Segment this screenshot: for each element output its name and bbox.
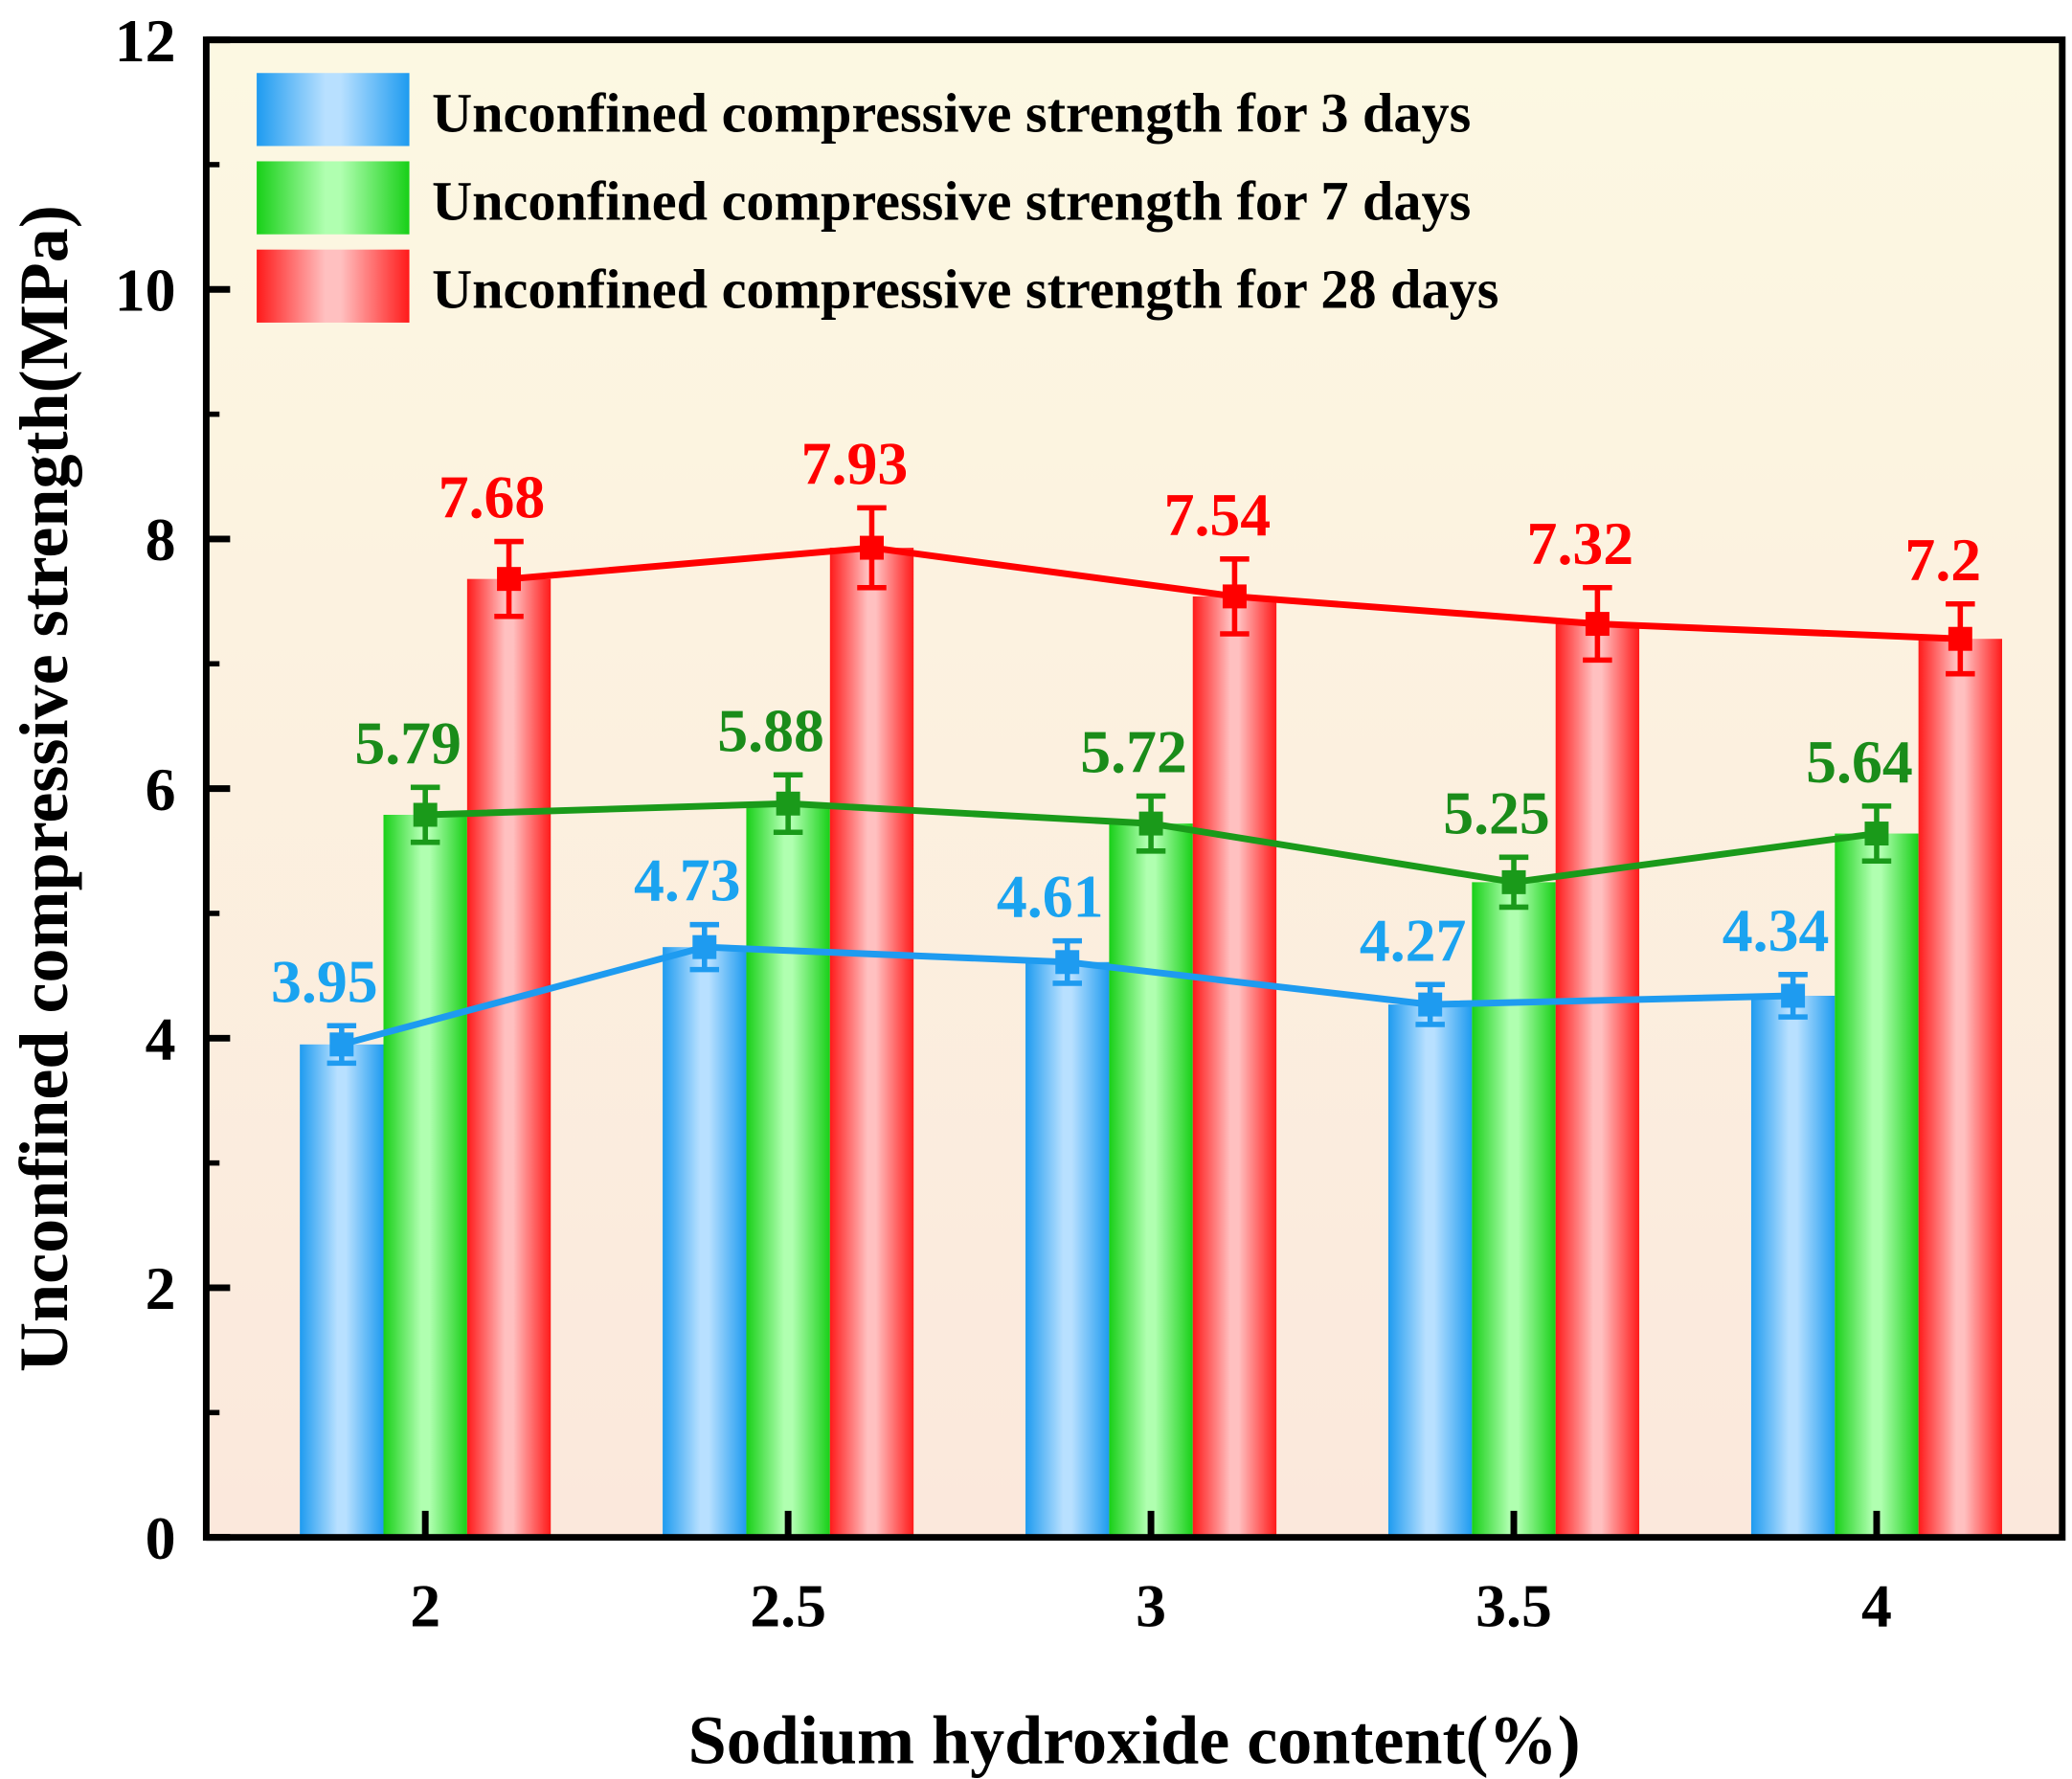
y-tick-label: 4 [146,1004,176,1072]
data-label: 4.27 [1360,906,1467,974]
bar-1-0 [383,814,467,1538]
data-point [1948,626,1972,651]
data-label: 5.25 [1443,778,1550,846]
data-label: 5.72 [1080,717,1187,785]
data-point [1055,950,1080,975]
bar-2-4 [1918,639,2003,1538]
data-label: 4.73 [634,846,741,914]
legend-label-0: Unconfined compressive strength for 3 da… [432,81,1471,144]
data-point [497,567,522,592]
x-tick-label: 3 [1136,1572,1166,1640]
axes: 0 2 4 6 8 10 12 2 2.5 3 3.5 4 [115,7,1892,1640]
bar-2-2 [1192,596,1277,1538]
legend: Unconfined compressive strength for 3 da… [257,73,1498,323]
y-tick-label: 12 [115,7,176,75]
y-tick-label: 10 [115,256,176,324]
bar-0-2 [1025,961,1110,1538]
bar-1-3 [1472,882,1556,1538]
bar-2-1 [829,548,914,1538]
y-axis-title: Unconfined compressive strength(MPa) [6,205,82,1372]
data-point [1501,869,1526,894]
data-point [776,791,800,816]
x-tick-label: 2 [410,1572,440,1640]
data-labels: 3.95 4.73 4.61 4.27 4.34 5.79 5.88 5.72 5.25 5.64… [271,429,1981,1015]
legend-label-2: Unconfined compressive strength for 28 d… [432,259,1498,321]
data-point [860,535,884,560]
legend-swatch-0 [257,73,410,146]
y-tick-label: 0 [146,1504,176,1572]
bars [300,548,2003,1538]
data-label: 5.64 [1806,728,1913,796]
bar-1-1 [746,803,830,1538]
data-label: 5.88 [717,696,824,764]
legend-swatch-2 [257,249,410,323]
series-lines [327,505,1975,1067]
data-point [1222,584,1247,609]
data-label: 7.2 [1904,526,1981,594]
data-point [1585,612,1610,637]
data-point [413,802,438,827]
legend-swatch-1 [257,161,410,235]
data-label: 7.54 [1164,481,1272,549]
data-label: 4.61 [997,863,1104,931]
data-point [329,1032,354,1057]
data-point [1781,983,1806,1008]
data-label: 7.93 [801,429,909,497]
bar-0-1 [663,947,747,1538]
x-axis-title: Sodium hydroxide content(%) [688,1701,1581,1778]
bar-2-0 [466,578,552,1538]
legend-label-1: Unconfined compressive strength for 7 da… [432,169,1471,232]
y-tick-label: 8 [146,506,176,574]
data-label: 4.34 [1723,896,1830,964]
x-tick-label: 2.5 [750,1572,826,1640]
y-tick-label: 6 [146,755,176,823]
bar-0-3 [1387,1004,1473,1538]
x-tick-label: 3.5 [1475,1572,1552,1640]
bar-0-0 [300,1044,384,1538]
data-label: 5.79 [354,709,462,777]
data-point [1418,992,1443,1017]
data-label: 7.32 [1527,509,1634,577]
data-point [692,935,717,959]
data-point [1864,822,1889,846]
data-label: 3.95 [271,947,378,1015]
bar-1-2 [1109,823,1193,1538]
data-point [1138,811,1163,836]
x-tick-label: 4 [1861,1572,1892,1640]
bar-2-3 [1555,623,1640,1538]
y-tick-label: 2 [146,1254,176,1322]
bar-0-4 [1750,995,1836,1538]
data-label: 7.68 [439,463,546,531]
bar-1-4 [1835,833,1919,1538]
